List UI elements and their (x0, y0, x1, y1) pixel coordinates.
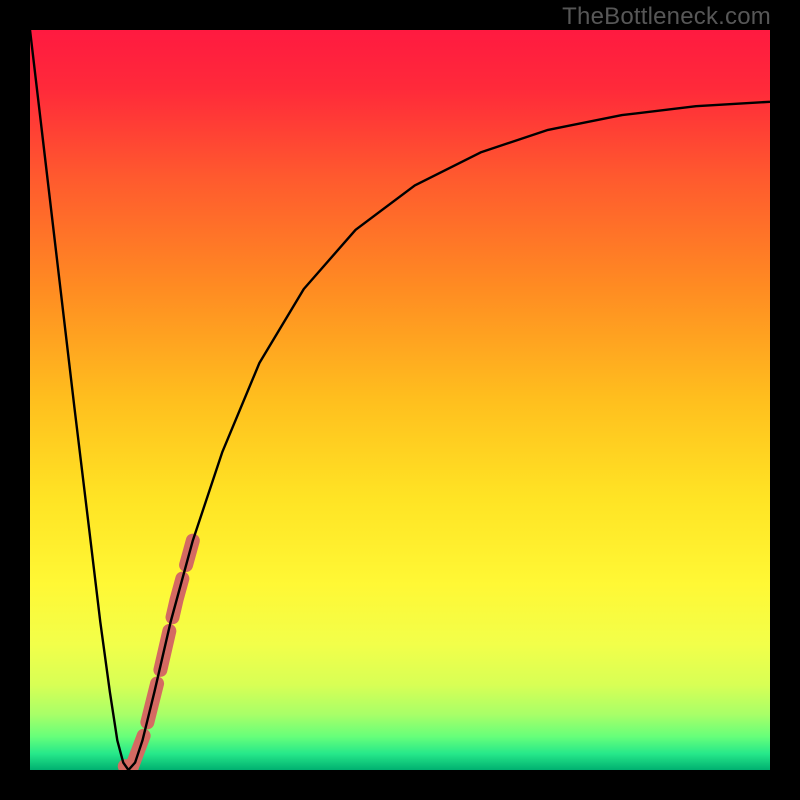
plot-svg-layer (30, 30, 770, 770)
watermark-text: TheBottleneck.com (562, 3, 771, 31)
chart-stage: TheBottleneck.com (0, 0, 800, 800)
bottleneck-curve (30, 30, 770, 770)
plot-area (30, 30, 770, 770)
